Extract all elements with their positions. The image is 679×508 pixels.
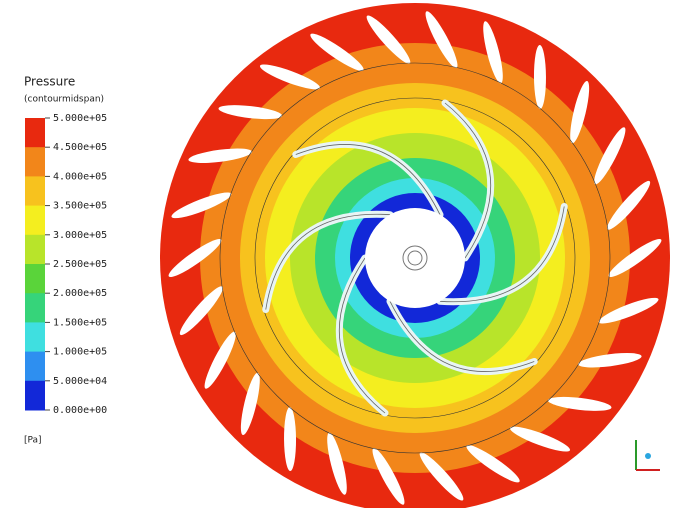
diffuser-slot bbox=[171, 192, 232, 219]
legend-swatch bbox=[25, 205, 45, 236]
legend-label: 0.000e+00 bbox=[53, 405, 107, 416]
legend-swatch bbox=[25, 234, 45, 265]
diffuser-slot bbox=[425, 11, 458, 68]
diffuser-slot bbox=[547, 396, 612, 411]
diffuser-slot bbox=[570, 80, 590, 144]
blade-edge bbox=[389, 301, 535, 372]
diffuser-slot bbox=[240, 372, 260, 436]
legend-title: Pressure bbox=[24, 75, 75, 89]
legend-label: 5.000e+04 bbox=[53, 376, 107, 387]
legend-swatch bbox=[25, 118, 45, 148]
legend-unit: [Pa] bbox=[24, 436, 42, 446]
axis-triad bbox=[635, 440, 660, 471]
diffuser-slot bbox=[204, 331, 236, 389]
blade-edge bbox=[338, 257, 386, 414]
diffuser-slot bbox=[578, 353, 642, 368]
diffuser-slot bbox=[483, 21, 503, 84]
legend-subtitle: (contourmidspan) bbox=[24, 95, 104, 105]
legend-label: 3.500e+05 bbox=[53, 201, 107, 212]
impeller-contour bbox=[160, 3, 670, 508]
diffuser-slot bbox=[366, 15, 411, 64]
diffuser-slot bbox=[188, 148, 252, 163]
ring-line bbox=[219, 62, 611, 454]
blade-edge bbox=[295, 144, 441, 215]
legend: 5.000e+05 4.500e+05 4.000e+05 3.500e+05 3.00… bbox=[25, 113, 107, 416]
diffuser-slot bbox=[598, 297, 659, 324]
shaft bbox=[407, 250, 423, 266]
legend-swatch bbox=[25, 264, 45, 294]
diffuser-slot bbox=[419, 452, 464, 501]
legend-swatch bbox=[25, 322, 45, 353]
diffuser-slot bbox=[372, 448, 405, 505]
diffuser-slot bbox=[533, 44, 546, 109]
legend-label: 2.000e+05 bbox=[53, 288, 107, 299]
legend-label: 1.000e+05 bbox=[53, 347, 107, 358]
legend-label: 4.500e+05 bbox=[53, 142, 107, 153]
legend-label: 1.500e+05 bbox=[53, 317, 107, 328]
diffuser-slot bbox=[168, 238, 222, 278]
legend-label: 5.000e+05 bbox=[53, 113, 107, 124]
diffuser-slot bbox=[259, 64, 321, 90]
diffuser-slot bbox=[509, 426, 571, 452]
diffuser-slot bbox=[594, 127, 626, 185]
blade-edge bbox=[439, 206, 565, 303]
legend-label: 4.000e+05 bbox=[53, 171, 107, 182]
hub bbox=[365, 208, 465, 308]
blade-edge bbox=[444, 102, 492, 259]
legend-swatch bbox=[25, 380, 45, 411]
diffuser-slot bbox=[327, 432, 347, 495]
diffuser-slot bbox=[284, 407, 297, 472]
diffuser-slot bbox=[218, 105, 283, 120]
legend-label: 3.000e+05 bbox=[53, 230, 107, 241]
diffuser-slot bbox=[466, 445, 520, 483]
legend-swatch bbox=[25, 147, 45, 177]
blade-edge bbox=[265, 213, 391, 310]
legend-swatch bbox=[25, 293, 45, 323]
shaft bbox=[402, 245, 428, 271]
ring-line bbox=[254, 97, 576, 419]
diffuser-slot bbox=[607, 180, 651, 230]
legend-swatch bbox=[25, 176, 45, 207]
diffuser-slot bbox=[608, 238, 662, 278]
diffuser-slot bbox=[310, 33, 364, 71]
diffuser-slot bbox=[179, 286, 223, 336]
triad-z bbox=[645, 453, 651, 459]
legend-swatch bbox=[25, 351, 45, 382]
legend-label: 2.500e+05 bbox=[53, 259, 107, 270]
